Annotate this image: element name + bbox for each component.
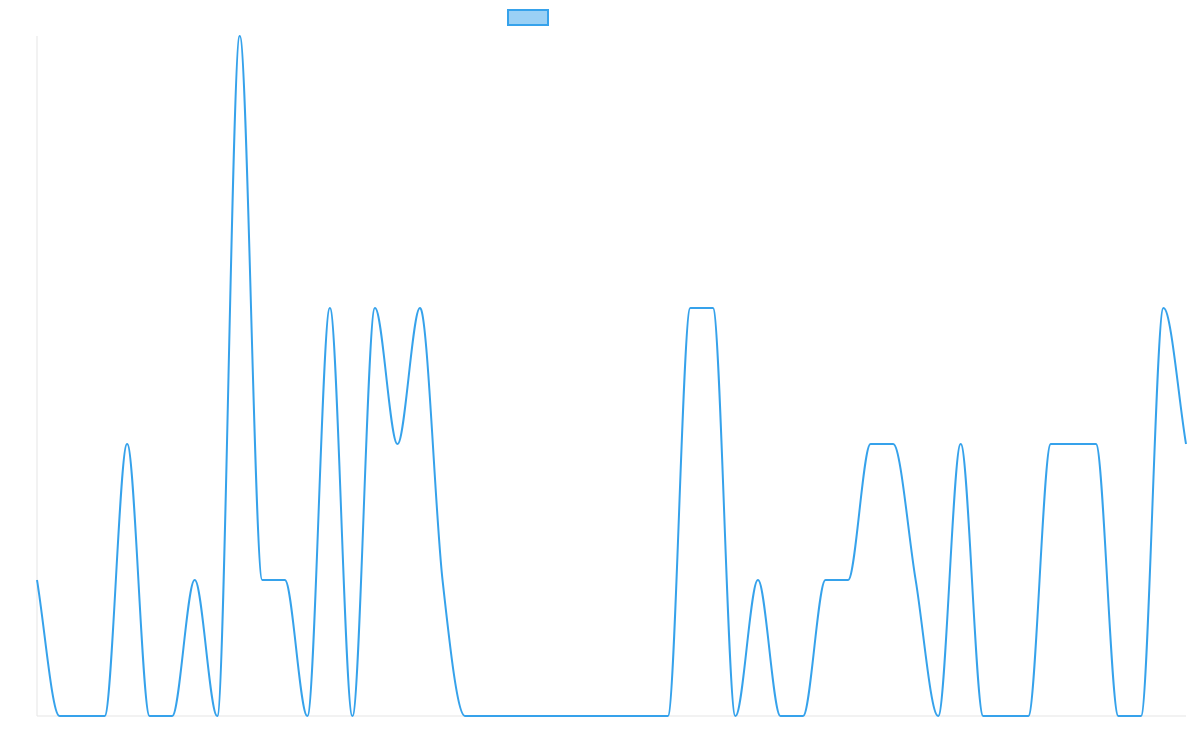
data-point-42[interactable] [979,712,987,720]
data-point-3[interactable] [101,712,109,720]
data-point-12[interactable] [303,712,311,720]
data-point-39[interactable] [912,576,920,584]
data-point-41[interactable] [957,440,965,448]
data-point-23[interactable] [551,712,559,720]
data-point-17[interactable] [416,304,424,312]
data-point-43[interactable] [1002,712,1010,720]
data-point-10[interactable] [258,576,266,584]
data-point-11[interactable] [281,576,289,584]
data-point-16[interactable] [393,440,401,448]
data-point-8[interactable] [213,712,221,720]
data-point-14[interactable] [348,712,356,720]
data-point-18[interactable] [439,576,447,584]
data-point-1[interactable] [56,712,64,720]
legend[interactable] [507,9,549,26]
data-point-13[interactable] [326,304,334,312]
data-point-35[interactable] [822,576,830,584]
data-point-36[interactable] [844,576,852,584]
data-point-49[interactable] [1137,712,1145,720]
data-point-9[interactable] [236,32,244,40]
data-point-50[interactable] [1159,304,1167,312]
data-point-4[interactable] [123,440,131,448]
axes [36,36,1186,717]
data-point-32[interactable] [754,576,762,584]
data-point-7[interactable] [191,576,199,584]
data-point-15[interactable] [371,304,379,312]
data-point-22[interactable] [529,712,537,720]
legend-swatch[interactable] [507,9,549,26]
series-line-0 [36,35,1187,717]
data-point-5[interactable] [146,712,154,720]
data-point-44[interactable] [1024,712,1032,720]
data-point-31[interactable] [731,712,739,720]
data-point-24[interactable] [574,712,582,720]
data-point-29[interactable] [686,304,694,312]
data-point-48[interactable] [1114,712,1122,720]
data-point-45[interactable] [1047,440,1055,448]
data-point-21[interactable] [506,712,514,720]
data-point-46[interactable] [1069,440,1077,448]
data-point-25[interactable] [596,712,604,720]
series-layer [33,32,1190,720]
data-point-37[interactable] [867,440,875,448]
data-point-33[interactable] [776,712,784,720]
data-point-20[interactable] [484,712,492,720]
data-point-38[interactable] [889,440,897,448]
data-point-51[interactable] [1182,440,1190,448]
data-point-2[interactable] [78,712,86,720]
data-point-27[interactable] [641,712,649,720]
data-point-6[interactable] [168,712,176,720]
data-point-30[interactable] [709,304,717,312]
data-point-47[interactable] [1092,440,1100,448]
data-point-40[interactable] [934,712,942,720]
data-point-19[interactable] [461,712,469,720]
data-point-0[interactable] [33,576,41,584]
data-point-26[interactable] [619,712,627,720]
data-point-34[interactable] [799,712,807,720]
data-point-28[interactable] [664,712,672,720]
